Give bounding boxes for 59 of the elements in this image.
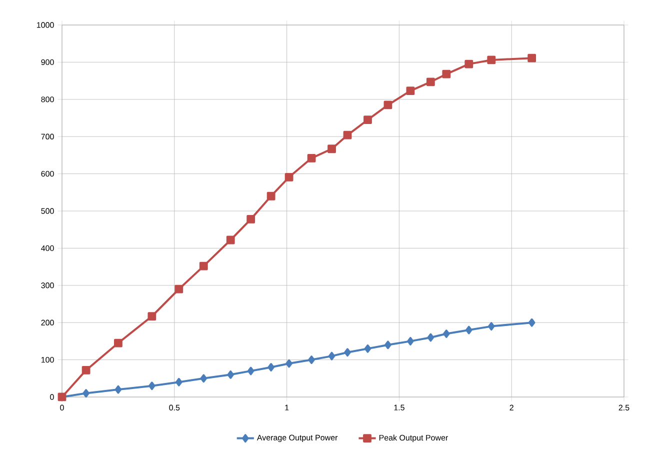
point	[528, 318, 536, 327]
y-tick-label: 1000	[37, 22, 54, 28]
point	[364, 116, 372, 124]
point	[266, 192, 276, 200]
point	[227, 370, 234, 379]
y-tick-label: 500	[41, 208, 54, 214]
point	[464, 60, 474, 68]
point	[200, 374, 208, 383]
y-tick-label: 200	[41, 320, 54, 326]
point	[199, 262, 208, 270]
legend-label: Peak Output Power	[379, 434, 448, 442]
point	[286, 359, 292, 368]
y-tick-label: 600	[41, 170, 54, 177]
y-tick-label: 700	[41, 134, 54, 140]
point	[148, 312, 156, 320]
point	[328, 144, 336, 154]
point	[364, 344, 372, 353]
point	[443, 330, 450, 338]
point	[284, 172, 294, 182]
point	[247, 366, 254, 376]
point	[226, 236, 235, 244]
y-tick-label: 100	[41, 356, 54, 363]
legend-label: Average Output Power	[256, 434, 338, 442]
point	[148, 382, 156, 390]
y-tick-label: 300	[41, 282, 54, 288]
point	[246, 214, 256, 224]
point	[82, 389, 90, 398]
point	[114, 385, 122, 394]
point	[114, 338, 122, 348]
point	[427, 333, 434, 342]
point	[308, 356, 315, 364]
x-tick-label: 2	[510, 404, 514, 410]
point	[174, 284, 184, 294]
point	[176, 378, 182, 386]
point	[82, 366, 90, 374]
y-tick-label: 400	[41, 245, 54, 252]
x-tick-label: 1.5	[394, 404, 404, 410]
point	[343, 130, 352, 140]
x-tick-label: 0	[60, 404, 64, 410]
point	[426, 78, 435, 86]
point	[442, 70, 451, 78]
point	[328, 352, 336, 360]
point	[307, 154, 316, 162]
x-tick-label: 2.5	[618, 404, 630, 410]
point	[528, 54, 536, 62]
point	[407, 336, 414, 346]
point	[465, 326, 472, 334]
y-tick-label: 900	[41, 59, 54, 66]
x-tick-label: 0.5	[169, 404, 180, 410]
point	[406, 86, 415, 96]
x-tick-label: 1	[285, 404, 289, 410]
y-tick-label: 800	[41, 96, 54, 102]
point	[488, 322, 495, 331]
point	[268, 363, 274, 372]
point	[384, 340, 392, 350]
point	[384, 100, 392, 110]
y-tick-label: 0	[50, 394, 54, 400]
point	[487, 56, 496, 64]
point	[344, 348, 351, 357]
